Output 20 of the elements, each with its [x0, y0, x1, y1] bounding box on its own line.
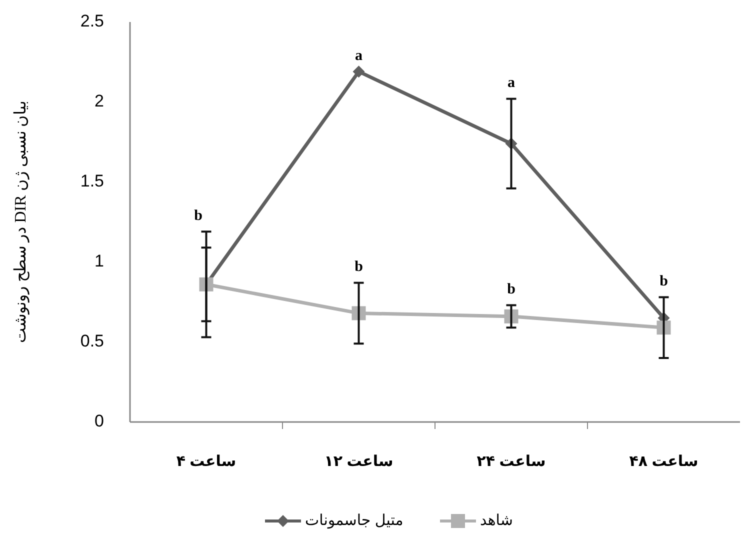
annotation: b — [507, 282, 516, 298]
x-tick-label: ساعت ۱۲ — [324, 453, 394, 470]
x-tick-label: ساعت ۴ — [176, 453, 236, 470]
annotation: b — [194, 208, 202, 224]
annotation: b — [660, 274, 668, 290]
y-tick-label: 0.5 — [80, 331, 104, 350]
annotation: a — [508, 75, 516, 92]
point — [352, 66, 365, 78]
y-tick-label: 2 — [94, 91, 104, 110]
y-tick-label: 2.5 — [80, 11, 104, 30]
y-tick-label: 0 — [94, 411, 104, 430]
annotation: b — [354, 259, 363, 276]
legend-label: شاهد — [480, 512, 513, 529]
legend-label: متیل جاسمونات — [305, 512, 404, 529]
x-tick-label: ساعت ۴۸ — [629, 453, 698, 470]
x-tick-label: ساعت ۲۴ — [476, 453, 546, 470]
y-tick-label: 1.5 — [80, 171, 104, 190]
y-axis-title: بیان نسبی ژن DIR در سطح رونوشت — [12, 101, 30, 343]
annotation: a — [355, 48, 363, 64]
y-tick-label: 1 — [94, 251, 104, 270]
